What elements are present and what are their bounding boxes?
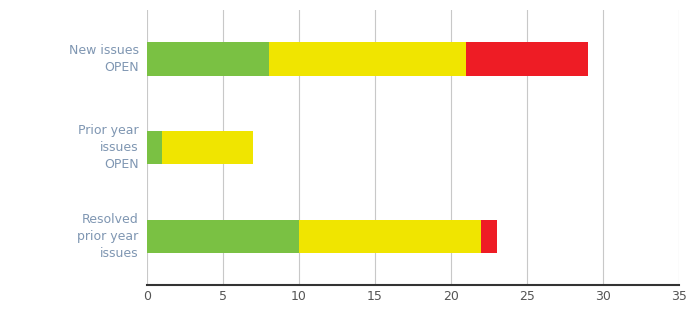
Bar xyxy=(147,42,269,76)
Bar xyxy=(482,219,496,253)
Bar xyxy=(147,131,162,164)
Bar xyxy=(269,42,466,76)
Bar xyxy=(299,219,482,253)
Bar xyxy=(162,131,253,164)
Bar xyxy=(147,219,299,253)
Bar xyxy=(466,42,588,76)
